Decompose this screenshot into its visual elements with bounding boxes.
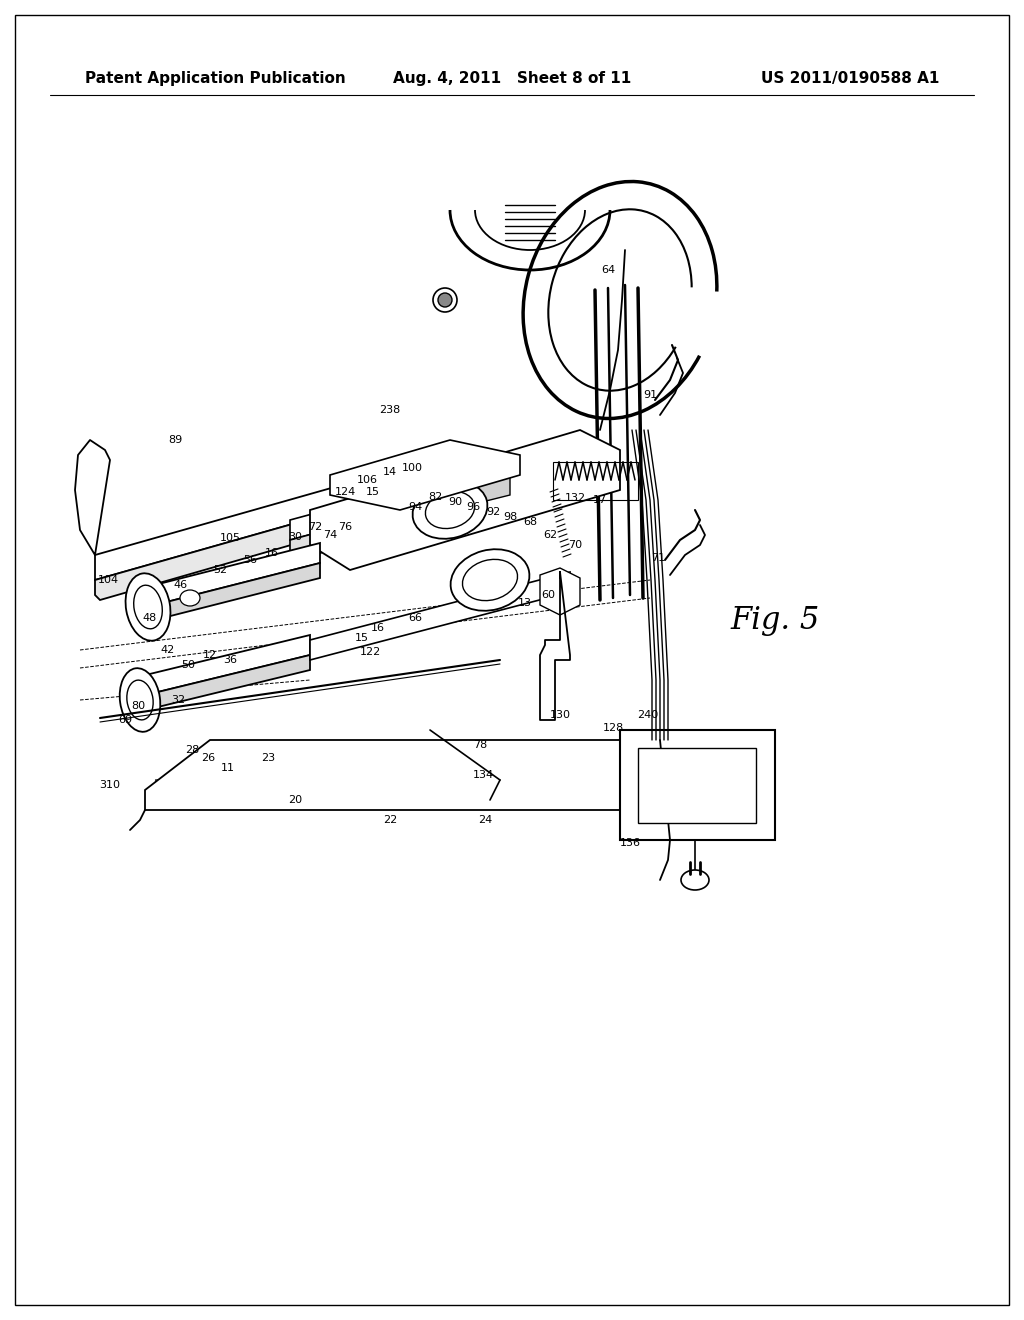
- Text: 310: 310: [99, 780, 121, 789]
- Polygon shape: [310, 572, 570, 660]
- Ellipse shape: [425, 491, 474, 528]
- Polygon shape: [310, 430, 620, 570]
- Polygon shape: [135, 564, 319, 624]
- Text: 69: 69: [118, 715, 132, 725]
- Text: 16: 16: [371, 623, 385, 634]
- Text: 60: 60: [541, 590, 555, 601]
- Text: 56: 56: [243, 554, 257, 565]
- Text: 122: 122: [359, 647, 381, 657]
- Ellipse shape: [180, 590, 200, 606]
- Text: 132: 132: [564, 492, 586, 503]
- Ellipse shape: [127, 680, 154, 719]
- Polygon shape: [145, 741, 690, 810]
- Text: 50: 50: [181, 660, 195, 671]
- Text: 70: 70: [568, 540, 582, 550]
- Text: 64: 64: [601, 265, 615, 275]
- Ellipse shape: [451, 549, 529, 611]
- Text: 46: 46: [173, 579, 187, 590]
- Ellipse shape: [413, 482, 487, 539]
- Text: 91: 91: [643, 389, 657, 400]
- Polygon shape: [290, 455, 530, 540]
- Text: 11: 11: [221, 763, 234, 774]
- Text: 238: 238: [379, 405, 400, 414]
- Text: 94: 94: [408, 502, 422, 512]
- Ellipse shape: [134, 585, 163, 628]
- Text: 17: 17: [593, 495, 607, 506]
- Polygon shape: [470, 462, 510, 506]
- Text: 72: 72: [308, 521, 323, 532]
- Text: 22: 22: [383, 814, 397, 825]
- Text: 42: 42: [161, 645, 175, 655]
- Text: 28: 28: [185, 744, 199, 755]
- Text: 24: 24: [478, 814, 493, 825]
- Text: 90: 90: [447, 498, 462, 507]
- Text: 66: 66: [408, 612, 422, 623]
- Ellipse shape: [681, 870, 709, 890]
- Text: 76: 76: [338, 521, 352, 532]
- Text: 32: 32: [171, 696, 185, 705]
- Text: 78: 78: [473, 741, 487, 750]
- Polygon shape: [540, 568, 580, 615]
- Bar: [553, 462, 638, 500]
- Text: 15: 15: [366, 487, 380, 498]
- Text: 104: 104: [97, 576, 119, 585]
- Text: 68: 68: [523, 517, 537, 527]
- Text: 98: 98: [503, 512, 517, 521]
- Text: 14: 14: [383, 467, 397, 477]
- Text: 100: 100: [401, 463, 423, 473]
- Text: 13: 13: [518, 598, 532, 609]
- Text: 52: 52: [213, 565, 227, 576]
- Text: Fig. 5: Fig. 5: [730, 605, 819, 635]
- Text: 130: 130: [550, 710, 570, 719]
- Text: 15: 15: [355, 634, 369, 643]
- Polygon shape: [290, 475, 530, 560]
- Text: 80: 80: [131, 701, 145, 711]
- Text: Aug. 4, 2011   Sheet 8 of 11: Aug. 4, 2011 Sheet 8 of 11: [393, 70, 631, 86]
- Text: 26: 26: [201, 752, 215, 763]
- Polygon shape: [125, 655, 310, 715]
- Ellipse shape: [463, 560, 517, 601]
- Bar: [638, 748, 756, 822]
- Text: 105: 105: [219, 533, 241, 543]
- Text: 82: 82: [428, 492, 442, 502]
- Text: 48: 48: [143, 612, 157, 623]
- Text: 62: 62: [543, 531, 557, 540]
- Text: 30: 30: [288, 532, 302, 543]
- Ellipse shape: [126, 573, 170, 640]
- Text: 71: 71: [651, 553, 665, 564]
- Polygon shape: [125, 635, 310, 700]
- Text: 92: 92: [485, 507, 500, 517]
- Text: 74: 74: [323, 531, 337, 540]
- Text: 16: 16: [265, 548, 279, 558]
- Text: 136: 136: [620, 838, 640, 847]
- Bar: [620, 730, 775, 840]
- Polygon shape: [135, 543, 319, 610]
- Text: 23: 23: [261, 752, 275, 763]
- Ellipse shape: [433, 288, 457, 312]
- Text: 106: 106: [356, 475, 378, 484]
- Ellipse shape: [438, 293, 452, 308]
- Text: Patent Application Publication: Patent Application Publication: [85, 70, 346, 86]
- Polygon shape: [95, 459, 430, 579]
- Text: 240: 240: [637, 710, 658, 719]
- Text: 96: 96: [466, 502, 480, 512]
- Text: 124: 124: [335, 487, 355, 498]
- Text: 20: 20: [288, 795, 302, 805]
- Ellipse shape: [120, 668, 161, 731]
- Polygon shape: [330, 440, 520, 510]
- Text: 128: 128: [602, 723, 624, 733]
- Text: 12: 12: [203, 649, 217, 660]
- Polygon shape: [95, 484, 430, 601]
- Text: 134: 134: [472, 770, 494, 780]
- Text: 89: 89: [168, 436, 182, 445]
- Text: 36: 36: [223, 655, 237, 665]
- Text: US 2011/0190588 A1: US 2011/0190588 A1: [761, 70, 939, 86]
